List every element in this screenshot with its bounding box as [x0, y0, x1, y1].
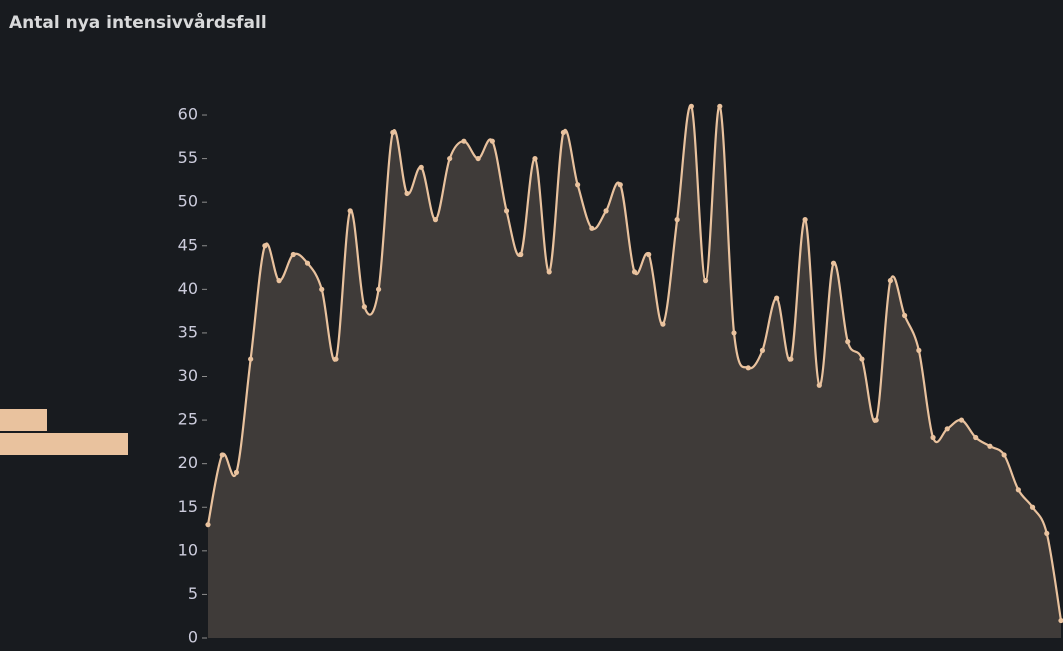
- y-tick-label: 50: [178, 192, 198, 211]
- point: [319, 286, 325, 292]
- point: [674, 217, 680, 223]
- point: [873, 417, 879, 423]
- point: [447, 155, 453, 162]
- point: [646, 251, 652, 258]
- point: [1029, 504, 1036, 510]
- point: [688, 103, 694, 109]
- point: [575, 182, 581, 188]
- point: [432, 217, 439, 223]
- point: [1044, 530, 1050, 537]
- point: [205, 522, 211, 528]
- point: [404, 190, 410, 197]
- point: [248, 356, 254, 362]
- point: [845, 339, 851, 345]
- y-tick-label: 30: [178, 366, 198, 385]
- point: [702, 278, 709, 284]
- point: [987, 443, 993, 449]
- point: [631, 269, 638, 275]
- y-tick-label: 25: [178, 410, 198, 429]
- point: [546, 269, 552, 275]
- point: [1015, 487, 1021, 493]
- point: [262, 243, 268, 249]
- point: [233, 469, 240, 475]
- y-tick-label: 40: [178, 279, 198, 298]
- point: [830, 260, 837, 266]
- y-tick-label: 15: [178, 497, 198, 516]
- point: [376, 286, 382, 292]
- legend-swatch: [0, 409, 47, 431]
- point: [290, 251, 296, 258]
- point: [887, 278, 894, 284]
- point: [958, 417, 965, 423]
- point: [518, 251, 524, 258]
- point: [333, 356, 339, 362]
- point: [1058, 617, 1063, 624]
- point: [660, 321, 666, 327]
- area: [208, 105, 1061, 638]
- point: [276, 278, 282, 284]
- point: [916, 347, 922, 353]
- point: [617, 182, 623, 188]
- point: [788, 356, 794, 362]
- point: [731, 330, 737, 336]
- point: [717, 103, 723, 109]
- point: [304, 260, 311, 266]
- point: [859, 356, 865, 362]
- y-tick-label: 20: [178, 453, 198, 472]
- point: [816, 382, 822, 388]
- point: [475, 155, 481, 162]
- point: [489, 138, 495, 144]
- y-tick-label: 0: [188, 628, 198, 647]
- point: [418, 164, 424, 170]
- point: [532, 155, 538, 162]
- point: [745, 365, 751, 371]
- point: [361, 304, 367, 310]
- point: [219, 452, 225, 458]
- point: [973, 434, 979, 441]
- y-tick-label: 5: [188, 584, 198, 603]
- point: [930, 434, 936, 441]
- point: [560, 129, 567, 136]
- legend-swatch: [0, 433, 128, 455]
- point: [347, 208, 353, 214]
- point: [802, 217, 808, 223]
- point: [944, 426, 950, 432]
- point: [589, 225, 595, 231]
- point: [902, 312, 908, 319]
- point: [503, 208, 510, 214]
- chart-title: Antal nya intensivvårdsfall: [9, 11, 267, 33]
- y-tick-label: 60: [178, 105, 198, 124]
- y-tick-label: 55: [178, 148, 198, 167]
- point: [603, 208, 609, 214]
- point: [1001, 452, 1007, 458]
- point: [774, 295, 780, 301]
- point: [759, 347, 766, 353]
- point: [390, 129, 396, 136]
- point: [461, 138, 467, 144]
- y-tick-label: 35: [178, 322, 198, 341]
- y-tick-label: 45: [178, 235, 198, 254]
- y-tick-label: 10: [178, 540, 198, 559]
